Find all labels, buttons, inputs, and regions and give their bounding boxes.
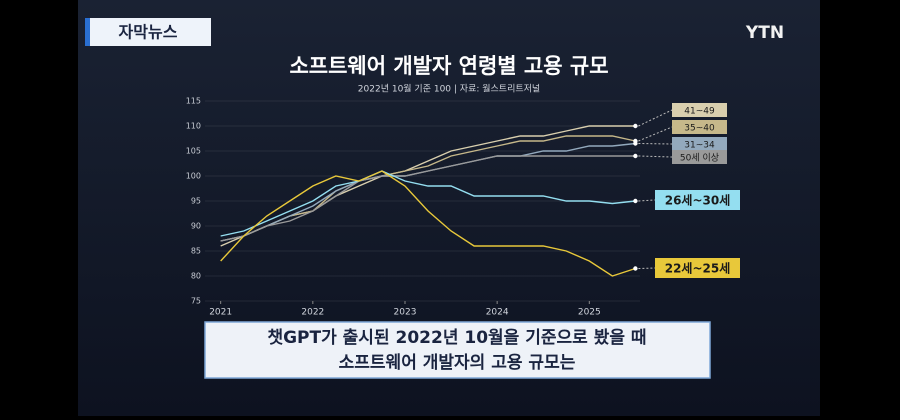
legend-label: 41~49: [684, 107, 715, 117]
y-tick-label: 85: [191, 247, 201, 256]
tag-accent: [85, 18, 90, 46]
x-tick-label: 2023: [394, 308, 417, 318]
leader: [638, 267, 656, 269]
end-point: [633, 123, 638, 129]
legend-label: 22세~25세: [665, 261, 731, 276]
legend-label: 35~40: [684, 124, 715, 134]
series-line: [220, 170, 636, 237]
tag-box: [85, 18, 211, 46]
leader: [638, 199, 656, 202]
caption-box: [204, 321, 711, 379]
caption-line: 소프트웨어 개발자의 고용 규모는: [339, 353, 576, 373]
end-point: [633, 153, 638, 159]
y-tick-label: 95: [191, 197, 201, 206]
x-tick-label: 2025: [578, 308, 601, 318]
y-tick-label: 75: [191, 297, 201, 306]
y-tick-label: 90: [191, 222, 201, 231]
plot: 75 80 85 90 95 100 105 110 115 2021 2022 2023 2024 20…: [186, 97, 740, 318]
x-tick-label: 2022: [301, 308, 324, 318]
legend-box: [672, 137, 727, 151]
y-tick-label: 110: [186, 122, 201, 131]
legend-box: [655, 258, 740, 278]
end-point: [633, 198, 638, 204]
x-tick-label: 2021: [209, 308, 232, 318]
end-point: [633, 141, 638, 146]
legend-label: 31~34: [684, 141, 715, 151]
series-line: [220, 155, 636, 242]
logo: YTN: [745, 23, 784, 43]
legend-box: [655, 190, 740, 210]
tag: 자막뉴스: [119, 23, 178, 42]
y-tick-label: 80: [191, 272, 201, 281]
chart-title: 소프트웨어 개발자 연령별 고용 규모: [289, 54, 608, 78]
y-tick-label: 115: [186, 97, 201, 106]
legend-box: [672, 103, 727, 117]
leader: [638, 155, 673, 158]
end-point: [633, 266, 638, 271]
legend-label: 26세~30세: [665, 193, 731, 208]
leader: [638, 143, 673, 145]
y-tick-label: 105: [186, 147, 201, 156]
x-tick-label: 2024: [486, 308, 509, 318]
chart-subtitle: 2022년 10월 기준 100 | 자료: 월스트리트저널: [358, 83, 540, 95]
y-tick-label: 100: [186, 172, 201, 181]
legend-box: [672, 150, 727, 164]
series-line: [220, 170, 636, 277]
legend-label: 50세 이상: [680, 153, 719, 164]
legend-box: [672, 120, 727, 134]
caption-line: 챗GPT가 출시된 2022년 10월을 기준으로 봤을 때: [267, 328, 646, 348]
